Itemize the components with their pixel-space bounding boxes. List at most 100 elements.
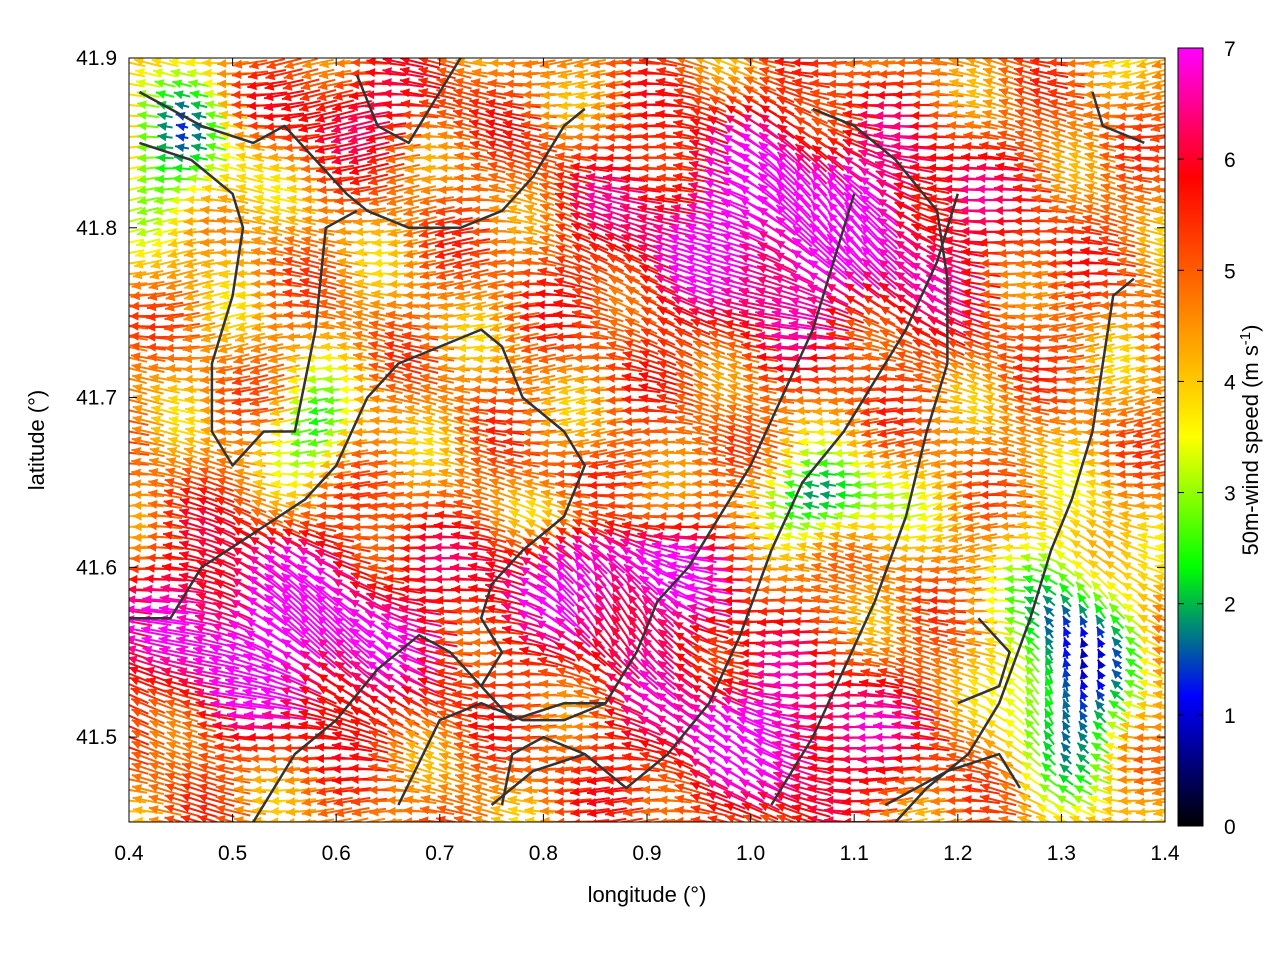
wind-vector: [803, 502, 819, 511]
wind-vector: [818, 512, 838, 521]
wind-vector: [1094, 711, 1105, 723]
wind-vector: [524, 226, 554, 236]
wind-vector: [868, 491, 890, 500]
y-tick-label: 41.7: [76, 387, 117, 410]
wind-vector: [439, 773, 469, 784]
wind-vector: [985, 596, 1011, 605]
wind-vector: [192, 133, 206, 142]
x-tick-label: 0.6: [322, 842, 351, 865]
x-axis-label: longitude (°): [588, 882, 707, 907]
wind-vector: [1112, 637, 1122, 648]
colorbar-tick-label: 6: [1224, 149, 1236, 172]
wind-vector: [191, 101, 207, 110]
wind-vector: [1063, 627, 1071, 638]
wind-vector: [1080, 649, 1089, 659]
wind-vector: [1005, 606, 1025, 615]
wind-vector: [1062, 732, 1071, 744]
wind-vector: [1058, 785, 1075, 796]
x-tick-label: 1.0: [736, 842, 765, 865]
wind-vector: [174, 90, 191, 99]
wind-vector: [1022, 564, 1042, 573]
wind-vector: [1059, 775, 1073, 785]
wind-vector: [173, 164, 191, 173]
wind-vector: [137, 154, 159, 163]
wind-vector: [1098, 660, 1106, 670]
wind-vector: [1079, 721, 1088, 733]
x-tick-label: 1.4: [1150, 842, 1180, 865]
wind-vector: [802, 512, 821, 521]
wind-vector: [157, 112, 172, 121]
colorbar-tick-label: 2: [1224, 594, 1236, 617]
wind-vector: [1005, 596, 1025, 605]
wind-vector: [120, 207, 143, 216]
wind-vector: [1075, 775, 1091, 784]
wind-vector: [137, 132, 158, 141]
x-tick-label: 0.7: [425, 842, 454, 865]
wind-vector: [524, 204, 553, 215]
wind-vector: [119, 196, 142, 205]
wind-vector: [1044, 606, 1054, 616]
wind-vector: [836, 480, 854, 489]
wind-vector: [1043, 596, 1055, 606]
wind-vector: [574, 689, 607, 700]
wind-vector: [137, 111, 158, 120]
wind-vector: [156, 153, 173, 162]
wind-vector: [1062, 658, 1071, 670]
wind-vector: [175, 101, 189, 110]
wind-vector: [710, 404, 741, 416]
wind-vector: [120, 217, 143, 226]
wind-vector: [158, 122, 173, 131]
y-tick-label: 41.6: [76, 556, 117, 579]
wind-vector: [1062, 605, 1071, 617]
wind-vector: [983, 99, 1013, 109]
wind-vector: [571, 818, 609, 827]
colorbar-tick-label: 1: [1224, 705, 1236, 728]
x-tick-label: 0.9: [632, 842, 661, 865]
y-tick-label: 41.8: [76, 217, 117, 240]
wind-vector: [1005, 585, 1025, 594]
wind-vector: [191, 143, 207, 152]
wind-vector: [1098, 670, 1106, 680]
wind-vector: [1080, 700, 1088, 712]
wind-vector: [983, 78, 1013, 89]
wind-vector: [1060, 764, 1072, 774]
wind-vector: [1040, 784, 1059, 796]
wind-vector: [309, 417, 327, 426]
wind-vector: [1063, 637, 1072, 648]
wind-vector: [157, 133, 172, 142]
wind-vector: [985, 586, 1011, 595]
wind-vector: [539, 246, 573, 258]
wind-vector: [192, 112, 207, 121]
x-tick-label: 1.2: [943, 842, 972, 865]
wind-vector: [828, 223, 862, 261]
colorbar-tick-label: 7: [1224, 38, 1236, 61]
wind-vector: [137, 122, 158, 131]
wind-vector: [302, 819, 334, 828]
wind-vector: [176, 133, 189, 142]
colorbar-tick-label: 3: [1224, 483, 1236, 506]
wind-vector: [1040, 564, 1059, 573]
wind-vector: [1061, 743, 1070, 754]
wind-vector: [1080, 680, 1089, 690]
wind-vector: [947, 818, 981, 827]
x-tick-label: 0.8: [529, 842, 558, 865]
wind-vector: [985, 606, 1011, 615]
colorbar: [1178, 48, 1203, 826]
wind-vector: [175, 143, 189, 152]
wind-vector: [1112, 670, 1122, 680]
wind-vector: [439, 763, 469, 774]
wind-vector-layer: [110, 56, 1186, 829]
wind-vector: [291, 438, 312, 447]
colorbar-tick-label: 0: [1224, 816, 1236, 839]
wind-vector: [524, 194, 554, 206]
x-tick-label: 0.5: [218, 842, 247, 865]
wind-vector: [156, 164, 175, 173]
wind-vector: [1045, 616, 1054, 627]
wind-vector: [190, 90, 209, 99]
wind-vector: [1063, 648, 1072, 659]
wind-vector: [693, 404, 725, 416]
wind-vector: [1080, 690, 1088, 701]
wind-vector: [1111, 680, 1122, 690]
wind-vector: [149, 762, 181, 775]
